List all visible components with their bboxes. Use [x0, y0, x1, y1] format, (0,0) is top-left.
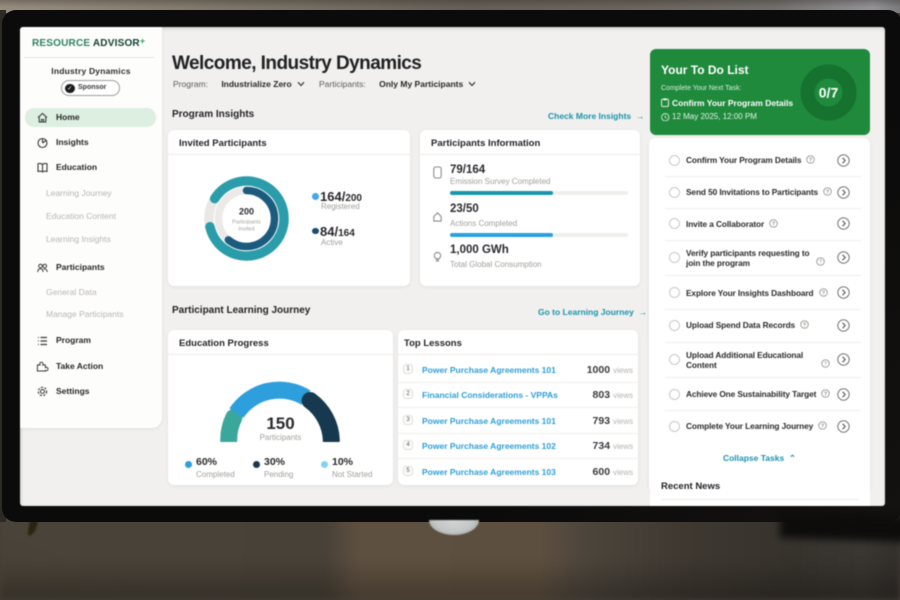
svg-text:Invited: Invited — [238, 227, 254, 233]
svg-text:?: ? — [824, 391, 827, 397]
svg-text:?: ? — [809, 157, 812, 163]
svg-text:?: ? — [803, 322, 806, 328]
svg-text:?: ? — [824, 361, 827, 367]
svg-text:?: ? — [821, 290, 824, 296]
svg-text:200: 200 — [239, 207, 254, 217]
svg-text:?: ? — [772, 221, 775, 227]
svg-text:?: ? — [819, 259, 822, 265]
svg-text:Participants: Participants — [232, 220, 261, 226]
svg-text:?: ? — [826, 189, 829, 195]
svg-text:0/7: 0/7 — [819, 85, 839, 101]
svg-text:?: ? — [821, 423, 824, 429]
